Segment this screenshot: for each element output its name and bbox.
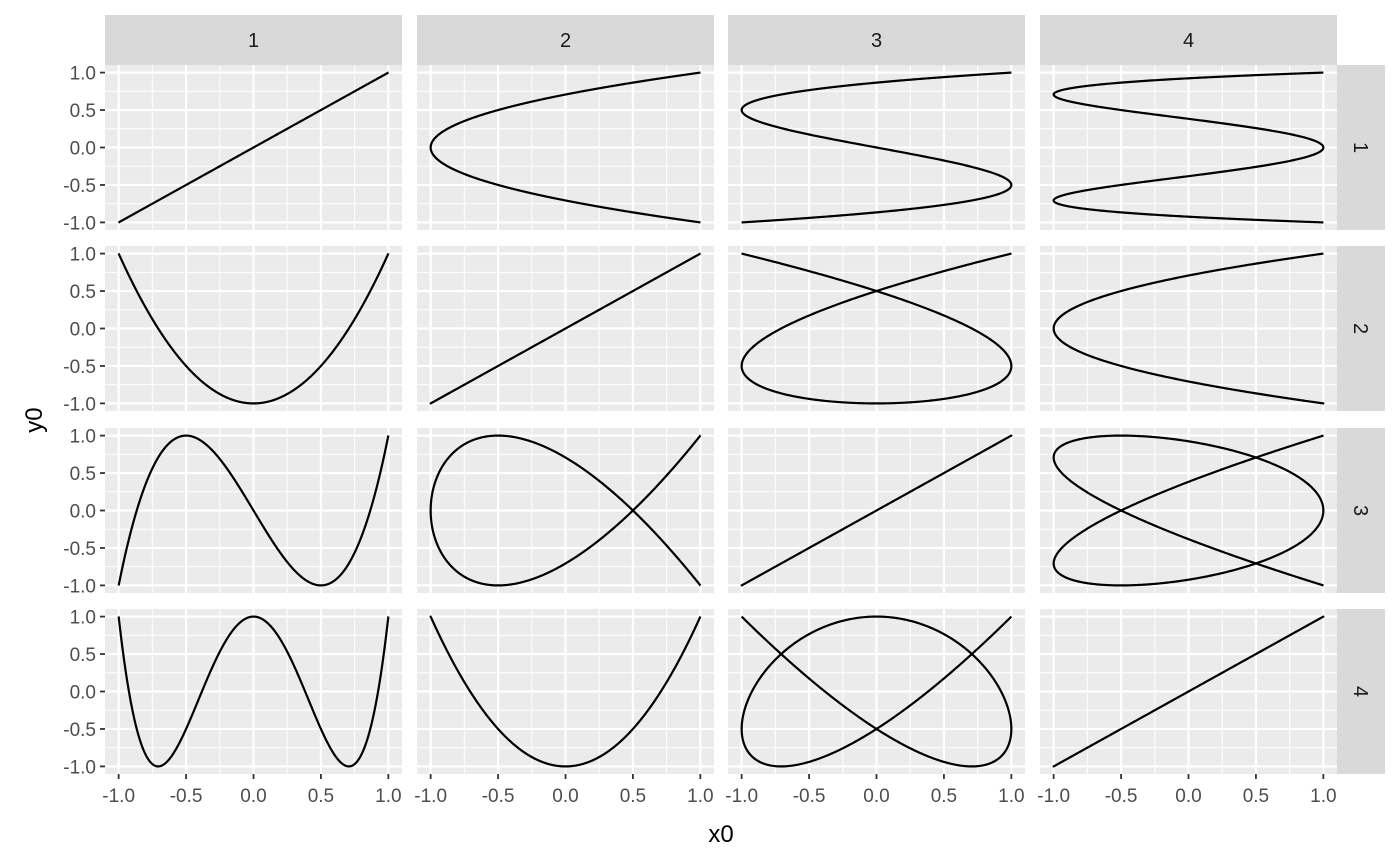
row-strip-label: 4 <box>1349 686 1371 697</box>
series-line <box>117 615 390 768</box>
panel-2-2 <box>417 246 714 411</box>
y-tick-label: -0.5 <box>63 176 96 197</box>
x-tick-label: 0.5 <box>931 786 957 807</box>
x-tick-label: -1.0 <box>414 786 447 807</box>
panel-3-2 <box>417 428 714 593</box>
y-tick-label: 1.0 <box>70 64 96 85</box>
col-strip-label: 1 <box>248 30 259 52</box>
y-axis-title: y0 <box>21 407 48 432</box>
y-tick-label: 0.0 <box>70 502 96 523</box>
row-strip <box>1337 246 1385 411</box>
series-line <box>740 252 1013 405</box>
x-tick-label: -0.5 <box>482 786 515 807</box>
col-strip <box>105 15 402 65</box>
panel-2-1 <box>105 246 402 411</box>
series-line <box>429 615 702 768</box>
panel-4-3 <box>728 609 1025 774</box>
y-tick-label: 0.0 <box>70 320 96 341</box>
x-tick-label: 0.5 <box>308 786 334 807</box>
panel-1-3 <box>728 65 1025 230</box>
col-strip <box>1040 15 1337 65</box>
row-strip-label: 1 <box>1349 142 1371 153</box>
x-tick-label: 1.0 <box>1310 786 1336 807</box>
y-tick-label: -1.0 <box>63 757 96 778</box>
y-tick-label: 0.5 <box>70 645 96 666</box>
panel-2-3 <box>728 246 1025 411</box>
series-line <box>117 252 390 405</box>
y-tick-label: 0.5 <box>70 101 96 122</box>
series-line <box>117 434 390 587</box>
series-line <box>1052 71 1325 224</box>
row-strip-label: 3 <box>1349 505 1371 516</box>
x-tick-label: 1.0 <box>687 786 713 807</box>
y-tick-label: 0.0 <box>70 139 96 160</box>
series-line <box>740 71 1013 224</box>
y-tick-label: -1.0 <box>63 394 96 415</box>
y-tick-label: -1.0 <box>63 213 96 234</box>
series-line <box>1052 252 1325 405</box>
y-tick-label: -0.5 <box>63 720 96 741</box>
x-tick-label: -1.0 <box>725 786 758 807</box>
y-tick-label: 0.5 <box>70 282 96 303</box>
x-tick-label: 0.0 <box>240 786 266 807</box>
col-strip-label: 3 <box>871 30 882 52</box>
x-tick-label: -0.5 <box>1105 786 1138 807</box>
series-line <box>1052 434 1325 587</box>
x-tick-label: -0.5 <box>793 786 826 807</box>
panel-1-1 <box>105 65 402 230</box>
x-tick-label: 0.0 <box>863 786 889 807</box>
panel-3-4 <box>1040 428 1337 593</box>
series-line <box>740 615 1013 768</box>
x-tick-label: -1.0 <box>102 786 135 807</box>
col-strip <box>728 15 1025 65</box>
series-line <box>1052 615 1325 768</box>
series-line <box>740 434 1013 587</box>
row-strip <box>1337 609 1385 774</box>
series-line <box>117 71 390 224</box>
y-tick-label: 0.0 <box>70 683 96 704</box>
x-tick-label: 1.0 <box>375 786 401 807</box>
y-tick-label: 1.0 <box>70 427 96 448</box>
x-axis-title: x0 <box>708 821 733 848</box>
x-tick-label: 1.0 <box>998 786 1024 807</box>
series-line <box>429 434 702 587</box>
series-line <box>429 252 702 405</box>
series-line <box>429 71 702 224</box>
panel-4-2 <box>417 609 714 774</box>
x-tick-label: 0.0 <box>552 786 578 807</box>
y-tick-label: 1.0 <box>70 608 96 629</box>
x-tick-label: -1.0 <box>1037 786 1070 807</box>
y-tick-label: -0.5 <box>63 539 96 560</box>
row-strip-label: 2 <box>1349 323 1371 334</box>
x-tick-label: 0.5 <box>1243 786 1269 807</box>
y-tick-label: -0.5 <box>63 357 96 378</box>
panel-4-4 <box>1040 609 1337 774</box>
col-strip-label: 2 <box>560 30 571 52</box>
panel-3-3 <box>728 428 1025 593</box>
x-tick-label: 0.0 <box>1175 786 1201 807</box>
y-tick-label: 1.0 <box>70 245 96 266</box>
panel-1-4 <box>1040 65 1337 230</box>
x-tick-label: -0.5 <box>170 786 203 807</box>
y-tick-label: 0.5 <box>70 464 96 485</box>
col-strip <box>417 15 714 65</box>
x-tick-label: 0.5 <box>620 786 646 807</box>
panel-2-4 <box>1040 246 1337 411</box>
panel-4-1 <box>105 609 402 774</box>
row-strip <box>1337 65 1385 230</box>
y-tick-label: -1.0 <box>63 576 96 597</box>
col-strip-label: 4 <box>1183 30 1194 52</box>
panel-1-2 <box>417 65 714 230</box>
row-strip <box>1337 428 1385 593</box>
panel-3-1 <box>105 428 402 593</box>
